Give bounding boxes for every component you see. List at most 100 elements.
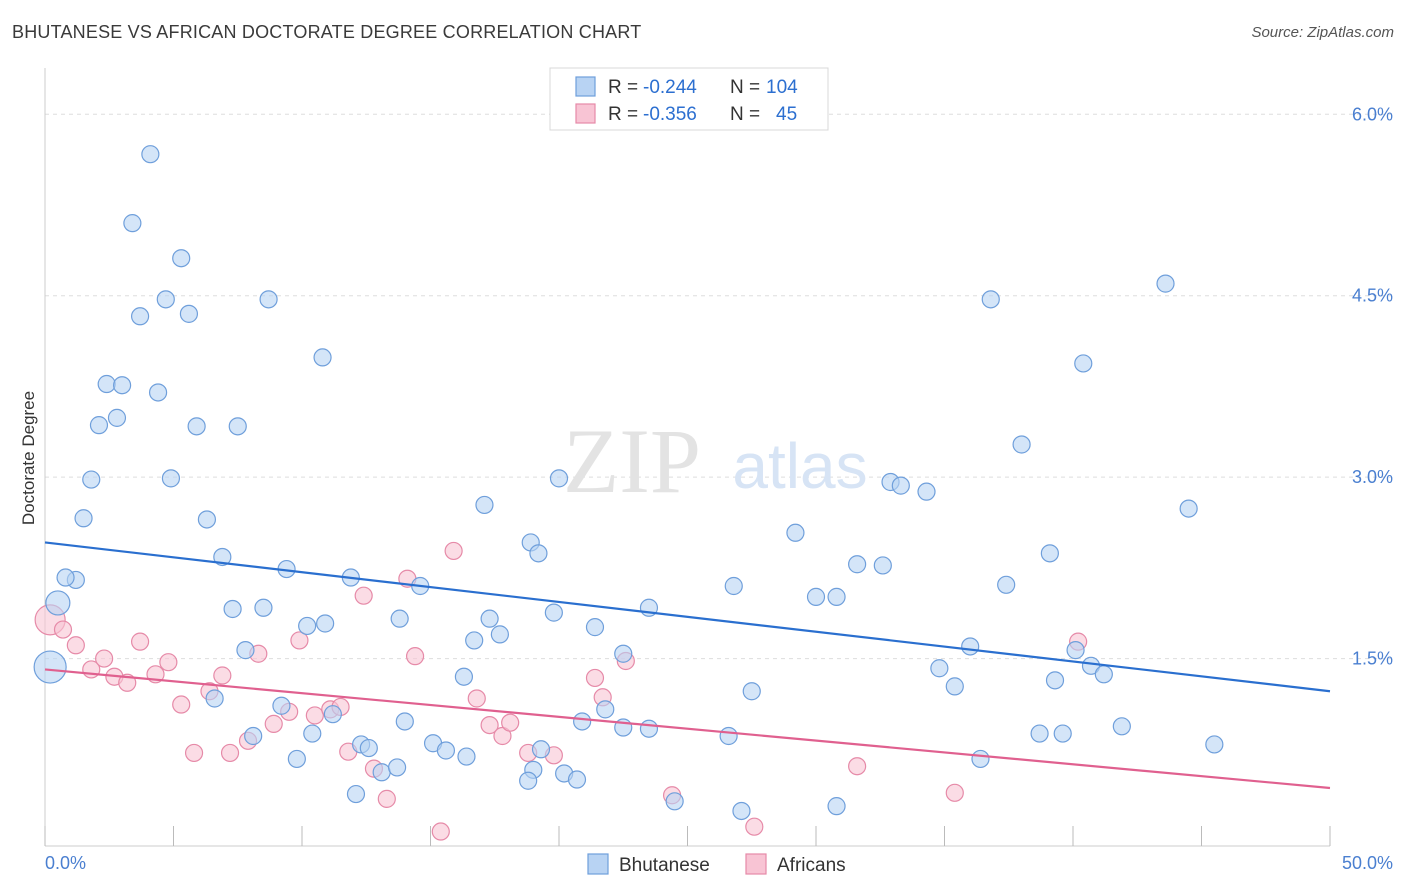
- bhutanese-point: [323, 705, 342, 724]
- bhutanese-point: [1030, 724, 1049, 743]
- africans-point: [184, 743, 204, 763]
- bhutanese-point: [298, 616, 317, 636]
- bhutanese-point: [1179, 499, 1198, 518]
- bhutanese-point: [742, 682, 761, 701]
- bhutanese-point: [827, 587, 846, 606]
- bhutanese-point: [372, 763, 391, 782]
- africans-point: [431, 822, 450, 841]
- bhutanese-point: [971, 749, 990, 769]
- bhutanese-point: [454, 667, 474, 686]
- africans-point: [501, 713, 520, 732]
- bhutanese-point: [786, 523, 805, 542]
- bhutanese-point: [531, 740, 551, 759]
- bottom-legend-bhutanese: Bhutanese: [619, 855, 710, 876]
- africans-point: [66, 636, 85, 655]
- legend-swatch-africans: [575, 103, 596, 124]
- bhutanese-point: [313, 348, 332, 367]
- bhutanese-point: [172, 249, 191, 268]
- bhutanese-point: [567, 770, 587, 789]
- bhutanese-point: [465, 631, 484, 650]
- bhutanese-point: [945, 677, 964, 696]
- y-axis-label: Doctorate Degree: [19, 391, 38, 525]
- legend-r-label: R =: [608, 104, 638, 125]
- africans-point: [745, 817, 764, 836]
- bhutanese-point: [930, 659, 949, 678]
- legend-n-label: N =: [730, 77, 760, 98]
- bhutanese-point: [1040, 544, 1059, 563]
- bhutanese-point: [205, 689, 224, 708]
- grid-lines: [45, 113, 1392, 660]
- africans-point: [848, 757, 867, 776]
- bhutanese-point: [89, 416, 109, 435]
- africans-point: [354, 586, 373, 605]
- watermark-atlas: atlas: [732, 430, 867, 502]
- bhutanese-point: [1074, 354, 1093, 373]
- bhutanese-point: [197, 510, 217, 529]
- africans-point: [130, 632, 150, 651]
- bhutanese-point: [141, 145, 160, 164]
- africans-point: [585, 668, 605, 688]
- legend-r-label: R =: [608, 77, 638, 98]
- bottom-legend-africans: Africans: [777, 855, 846, 876]
- bhutanese-point: [359, 738, 378, 758]
- chart-source: Source: ZipAtlas.com: [1251, 24, 1394, 41]
- legend-n-value: 45: [776, 104, 797, 125]
- bhutanese-point: [1045, 671, 1065, 690]
- bhutanese-point: [573, 712, 592, 731]
- bhutanese-point: [1053, 724, 1072, 743]
- legend-swatch-bhutanese: [575, 76, 596, 97]
- africans-points: [34, 541, 1088, 841]
- x-tick-labels: 0.0% 50.0%: [45, 853, 1393, 873]
- bhutanese-point: [179, 304, 199, 323]
- watermark-zip: ZIP: [563, 410, 701, 512]
- bottom-legend-swatch-bhutanese: [587, 853, 609, 875]
- bhutanese-point: [107, 408, 127, 427]
- bhutanese-point: [45, 590, 71, 616]
- africans-point: [95, 649, 114, 668]
- bhutanese-point: [457, 747, 476, 766]
- legend-box: R = -0.244 N = 104 R = -0.356 N = 45: [549, 67, 829, 131]
- bhutanese-point: [639, 719, 659, 738]
- x-tick-label: 50.0%: [1342, 853, 1393, 873]
- africans-point: [945, 783, 964, 802]
- bhutanese-point: [254, 598, 273, 617]
- bhutanese-point: [917, 482, 936, 501]
- africans-point: [480, 715, 499, 735]
- bhutanese-point: [97, 374, 116, 394]
- africans-point: [290, 631, 309, 650]
- africans-point: [377, 789, 396, 808]
- bhutanese-point: [724, 576, 743, 596]
- bhutanese-point: [544, 603, 563, 622]
- y-tick-label: 1.5%: [1352, 649, 1393, 669]
- bhutanese-point: [259, 290, 278, 309]
- bhutanese-point: [1066, 641, 1085, 660]
- bhutanese-point: [614, 644, 633, 663]
- africans-point: [172, 695, 191, 714]
- bhutanese-point: [130, 307, 150, 326]
- bottom-legend: Bhutanese Africans: [587, 853, 846, 876]
- y-tick-label: 3.0%: [1352, 467, 1393, 487]
- axes: [44, 68, 1331, 847]
- bhutanese-point: [272, 696, 291, 715]
- africans-point: [159, 653, 178, 672]
- bhutanese-point: [585, 618, 605, 637]
- bhutanese-point: [148, 383, 168, 402]
- bhutanese-point: [74, 509, 93, 528]
- y-tick-labels: 1.5% 3.0% 4.5% 6.0%: [1352, 104, 1393, 668]
- bhutanese-point: [961, 637, 980, 656]
- bhutanese-point: [873, 556, 892, 575]
- bottom-legend-swatch-africans: [745, 853, 767, 875]
- legend-r-value: -0.244: [643, 77, 697, 98]
- africans-point: [467, 689, 486, 708]
- bhutanese-point: [891, 476, 910, 495]
- bhutanese-point: [387, 758, 407, 777]
- bhutanese-point: [475, 495, 494, 515]
- bhutanese-point: [981, 290, 1000, 309]
- bhutanese-point: [287, 749, 306, 769]
- y-tick-label: 6.0%: [1352, 104, 1393, 124]
- trend-lines: [44, 541, 1331, 790]
- bhutanese-point: [395, 712, 414, 731]
- bhutanese-point: [228, 417, 247, 436]
- bhutanese-point: [82, 470, 101, 489]
- bhutanese-point: [244, 726, 263, 746]
